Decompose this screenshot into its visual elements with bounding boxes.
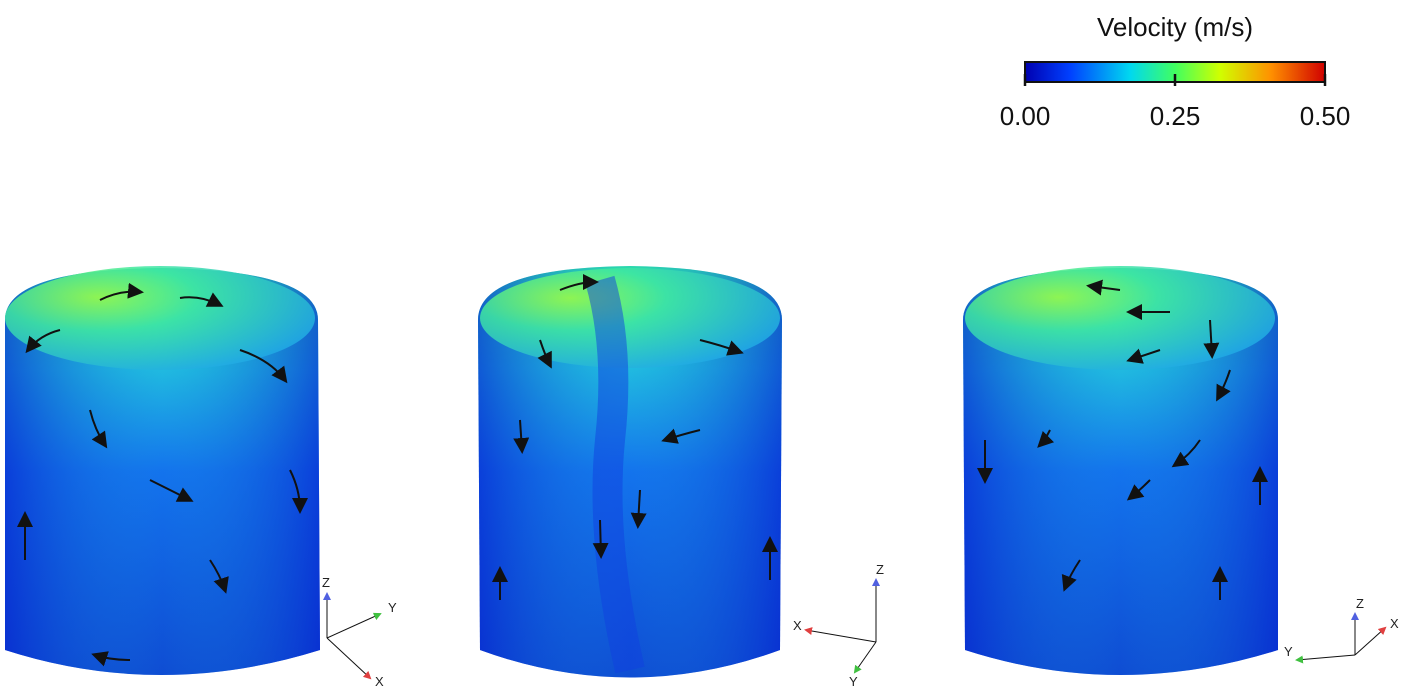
axis-label: Y <box>1284 644 1293 659</box>
axis-label: X <box>375 674 384 688</box>
axis-label: Z <box>876 562 884 577</box>
colorbar-title: Velocity (m/s) <box>1097 12 1253 42</box>
cylinder-right <box>963 266 1278 675</box>
triad-right: Z Y X <box>1284 596 1399 664</box>
axis-label: X <box>793 618 802 633</box>
triad-left: Z Y X <box>322 575 397 688</box>
axis-label: Y <box>849 674 858 688</box>
cylinder-middle <box>478 266 782 678</box>
cylinder-left <box>5 266 320 675</box>
colorbar-tick-label: 0.25 <box>1150 101 1201 131</box>
axis-label: Y <box>388 600 397 615</box>
colorbar-tick-label: 0.00 <box>1000 101 1051 131</box>
triad-middle: Z X Y <box>793 562 884 688</box>
axis-label: Z <box>322 575 330 590</box>
colorbar-tick-label: 0.50 <box>1300 101 1351 131</box>
axis-label: X <box>1390 616 1399 631</box>
colorbar-ticks: 0.00 0.25 0.50 <box>1000 74 1351 131</box>
axis-label: Z <box>1356 596 1364 611</box>
